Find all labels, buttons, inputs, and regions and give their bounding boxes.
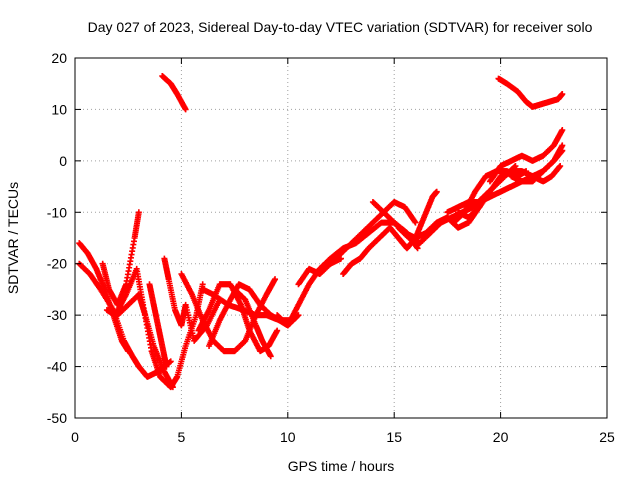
data-point (267, 353, 274, 360)
series-track-13 (231, 286, 274, 360)
data-point (512, 163, 519, 169)
series-track-8 (159, 73, 189, 113)
y-tick-label: 0 (59, 153, 67, 169)
series-track-25 (495, 75, 566, 110)
series-track-23 (486, 127, 566, 185)
series-track-6 (146, 281, 170, 370)
x-tick-label: 0 (71, 429, 79, 445)
data-point (182, 106, 189, 113)
y-tick-label: -10 (47, 204, 67, 220)
data-point (559, 91, 566, 97)
chart-title: Day 027 of 2023, Sidereal Day-to-day VTE… (88, 19, 593, 35)
x-tick-label: 10 (280, 429, 296, 445)
x-tick-label: 20 (493, 429, 509, 445)
plot-border (74, 57, 608, 419)
data-point (433, 188, 440, 195)
data-point (274, 327, 281, 334)
data-point (135, 209, 142, 216)
y-tick-label: -20 (47, 256, 67, 272)
data-point (169, 384, 176, 391)
y-tick-label: -30 (47, 307, 67, 323)
y-tick-label: 20 (51, 50, 67, 66)
data-point (199, 281, 206, 288)
series-track-22 (455, 163, 564, 221)
y-tick-label: -40 (47, 359, 67, 375)
x-axis-label: GPS time / hours (288, 458, 395, 474)
data-points (76, 73, 566, 391)
x-tick-label: 15 (386, 429, 402, 445)
data-point (414, 245, 421, 252)
series-track-16 (316, 219, 421, 272)
axis-ticks: 0 5 10 15 20 25 -50 -40 -30 -20 -10 0 10 20 (47, 50, 615, 445)
data-point (295, 312, 302, 319)
y-axis-label: SDTVAR / TECUs (5, 182, 21, 294)
data-point (559, 142, 566, 149)
data-point (272, 276, 279, 283)
data-point (163, 363, 170, 370)
x-tick-label: 5 (178, 429, 186, 445)
data-point (559, 127, 566, 133)
data-point (412, 219, 419, 226)
data-point (557, 163, 564, 169)
y-tick-label: -50 (47, 410, 67, 426)
series-track-24 (508, 142, 566, 185)
y-tick-label: 10 (51, 101, 67, 117)
x-tick-label: 25 (599, 429, 615, 445)
data-point (167, 358, 174, 365)
series-track-5 (114, 291, 176, 391)
